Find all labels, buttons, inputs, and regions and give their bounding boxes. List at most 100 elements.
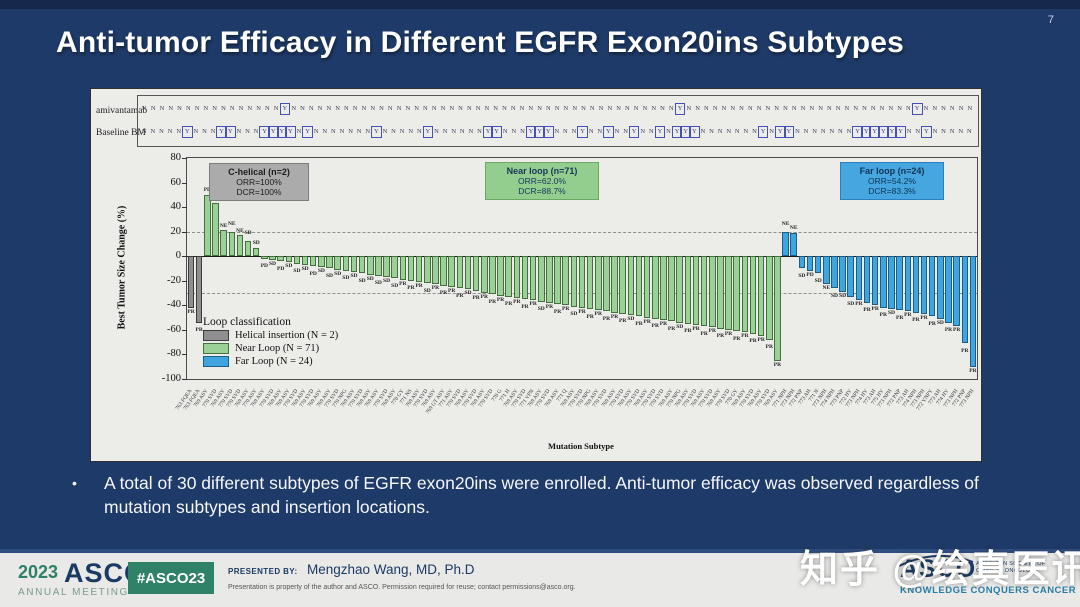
biomarker-status-cell: N (554, 128, 560, 135)
biomarker-status-cell: N (783, 105, 788, 112)
legend-swatch (203, 356, 229, 367)
biomarker-status-cell: Y (671, 126, 683, 138)
legend-entry: Helical insertion (N = 2) (203, 330, 403, 341)
biomarker-status-cell: N (791, 105, 797, 112)
response-label: NE (789, 225, 798, 232)
y-tick-mark (182, 207, 187, 209)
response-label: PD (309, 270, 317, 277)
response-label: SD (244, 230, 252, 237)
biomarker-status-cell: N (382, 128, 388, 135)
biomarker-status-cell: N (846, 128, 852, 135)
watermark: 知乎 @绘真医讯 (800, 549, 1080, 591)
waterfall-bar (538, 256, 545, 302)
y-tick-mark (182, 231, 187, 233)
biomarker-status-cell: Y (534, 126, 545, 138)
waterfall-bar (570, 256, 578, 307)
response-label: PR (578, 308, 586, 315)
waterfall-bar (480, 256, 488, 294)
waterfall-bar (350, 256, 358, 273)
waterfall-bar (440, 256, 447, 286)
biomarker-status-cell: N (387, 105, 393, 112)
waterfall-bar (407, 256, 415, 281)
biomarker-status-cell: Y (276, 126, 288, 138)
waterfall-bar (839, 256, 846, 292)
y-tick-mark (182, 329, 187, 331)
response-label: NE (822, 285, 831, 292)
y-tick-mark (182, 182, 187, 184)
response-label: PR (684, 328, 692, 335)
legend-label: Near Loop (N = 71) (235, 343, 320, 354)
biomarker-status-cell: N (210, 128, 216, 135)
waterfall-bar (187, 256, 195, 308)
biomarker-status-cell: N (888, 105, 894, 112)
biomarker-status-cell: N (730, 105, 736, 112)
biomarker-status-cell: N (554, 105, 560, 112)
response-label: PR (855, 301, 863, 308)
biomarker-status-cell: N (853, 105, 859, 112)
waterfall-bar (676, 256, 683, 323)
biomarker-status-cell: N (335, 105, 340, 112)
biomarker-status-cell: N (717, 128, 723, 135)
waterfall-bar (969, 256, 977, 367)
response-label: PR (594, 311, 602, 318)
meeting-name: ANNUAL MEETING (18, 587, 129, 598)
biomarker-status-cell: N (563, 128, 568, 135)
biomarker-status-cell: N (159, 128, 164, 135)
waterfall-bar (334, 256, 341, 270)
waterfall-bar (391, 256, 398, 279)
biomarker-status-cell: N (700, 128, 706, 135)
y-tick-label: 20 (170, 225, 182, 237)
waterfall-bar (318, 256, 325, 268)
response-label: PR (431, 285, 440, 292)
legend-entry: Near Loop (N = 71) (203, 343, 403, 354)
response-label: PR (700, 330, 708, 337)
biomarker-status-cell: Y (224, 126, 236, 138)
y-tick-label: -40 (167, 299, 181, 311)
response-label: SD (366, 275, 374, 282)
biomarker-status-cell: N (348, 128, 353, 135)
biomarker-status-cell: N (150, 128, 156, 135)
response-label: PR (187, 308, 195, 315)
waterfall-bar (733, 256, 740, 332)
asco-logo-smalltext: AMERICAN SOCIETY OF CLINICAL ONCOLOGY (976, 561, 1045, 575)
biomarker-status-cell: N (423, 105, 428, 112)
response-label: SD (936, 319, 944, 326)
biomarker-status-cell: N (477, 128, 482, 135)
response-label: PR (415, 283, 423, 289)
response-label: PD (276, 265, 285, 272)
waterfall-bar (652, 256, 659, 319)
waterfall-bar (627, 256, 635, 316)
waterfall-bar (554, 256, 561, 305)
waterfall-bar (415, 256, 423, 282)
response-label: PR (586, 313, 594, 320)
response-label: SD (423, 287, 431, 294)
biomarker-status-cell: N (344, 105, 349, 112)
biomarker-status-cell: N (966, 128, 972, 135)
waterfall-bar (366, 256, 374, 275)
response-label: SD (839, 292, 847, 299)
waterfall-bar (961, 256, 969, 344)
waterfall-bar (904, 256, 912, 312)
waterfall-bar (464, 256, 472, 290)
biomarker-status-cell: N (405, 105, 411, 112)
waterfall-bar (595, 256, 602, 311)
biomarker-status-cell: N (168, 105, 174, 112)
waterfall-bar (603, 256, 610, 312)
response-label: NE (227, 220, 236, 227)
waterfall-bar (285, 256, 293, 263)
response-label: PR (545, 303, 554, 310)
biomarker-status-cell: Y (482, 126, 494, 138)
bullet-item: • A total of 30 different subtypes of EG… (70, 472, 1020, 519)
y-tick-mark (182, 354, 187, 356)
slide-title: Anti-tumor Efficacy in Different EGFR Ex… (56, 26, 904, 59)
waterfall-bar (432, 256, 439, 285)
response-label: PR (749, 338, 757, 345)
biomarker-status-cell: N (459, 128, 465, 135)
waterfall-bar (806, 256, 814, 271)
biomarker-status-cell: N (238, 105, 244, 112)
biomarker-status-cell: Y (911, 103, 923, 115)
legend-swatch (203, 343, 229, 354)
response-label: PR (496, 296, 505, 303)
response-label: PD (806, 271, 814, 278)
